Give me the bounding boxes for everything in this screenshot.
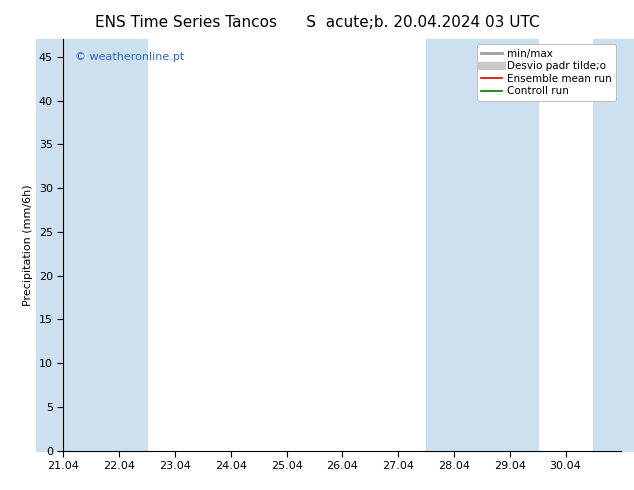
- Legend: min/max, Desvio padr tilde;o, Ensemble mean run, Controll run: min/max, Desvio padr tilde;o, Ensemble m…: [477, 45, 616, 100]
- Text: © weatheronline.pt: © weatheronline.pt: [75, 51, 184, 62]
- Bar: [91, 39, 147, 451]
- Bar: [426, 39, 482, 451]
- Bar: [593, 39, 634, 451]
- Bar: [36, 39, 91, 451]
- Y-axis label: Precipitation (mm/6h): Precipitation (mm/6h): [23, 184, 34, 306]
- Bar: [482, 39, 538, 451]
- Text: ENS Time Series Tancos      S  acute;b. 20.04.2024 03 UTC: ENS Time Series Tancos S acute;b. 20.04.…: [94, 15, 540, 30]
